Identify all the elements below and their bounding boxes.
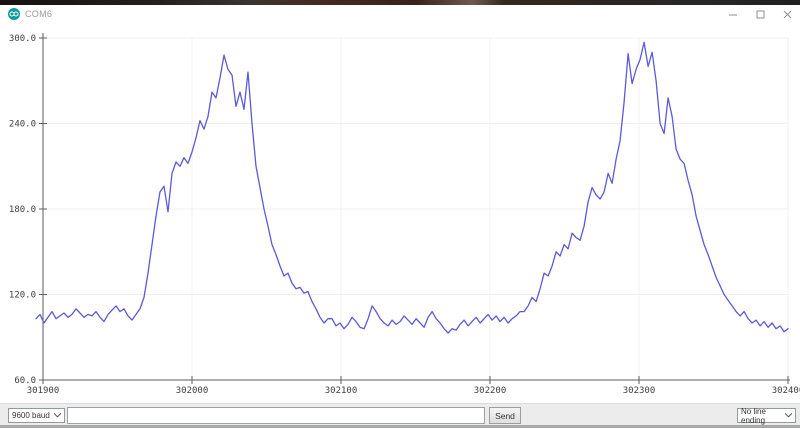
y-tick-label: 180.0 (9, 205, 36, 215)
waveform-line (35, 41, 789, 334)
baud-rate-select[interactable]: 9600 baud (8, 408, 65, 423)
window-title: COM6 (25, 9, 53, 19)
x-tick-label: 301900 (27, 386, 60, 396)
baud-rate-value: 9600 baud (12, 411, 50, 420)
line-ending-value: No line ending (741, 406, 766, 425)
x-tick-label: 302000 (176, 386, 209, 396)
serial-toolbar: 9600 baud Send No line ending (0, 403, 800, 428)
y-tick-label: 240.0 (9, 120, 36, 130)
background-window-strip (0, 0, 800, 5)
close-button[interactable] (781, 8, 794, 21)
line-ending-select[interactable]: No line ending (737, 406, 796, 425)
y-tick-label: 120.0 (9, 291, 36, 301)
chevron-down-icon (54, 413, 61, 418)
x-tick-label: 302100 (325, 386, 358, 396)
send-button[interactable]: Send (489, 407, 521, 424)
minimize-button[interactable] (727, 8, 740, 21)
x-tick-label: 302200 (474, 386, 507, 396)
plot-area: 300.0 240.0 180.0 120.0 60.0 301900 302000 3021… (0, 25, 800, 403)
y-tick-label: 300.0 (9, 34, 36, 44)
arduino-logo-icon (8, 8, 20, 20)
gridlines (42, 37, 789, 381)
title-bar: COM6 (0, 5, 800, 25)
y-tick-label: 60.0 (14, 376, 36, 386)
chevron-down-icon (785, 413, 792, 418)
serial-message-input[interactable] (67, 407, 485, 424)
x-tick-label: 302300 (623, 386, 656, 396)
x-tick-label: 302400 (772, 386, 800, 396)
maximize-button[interactable] (754, 8, 767, 21)
send-button-label: Send (495, 410, 515, 421)
